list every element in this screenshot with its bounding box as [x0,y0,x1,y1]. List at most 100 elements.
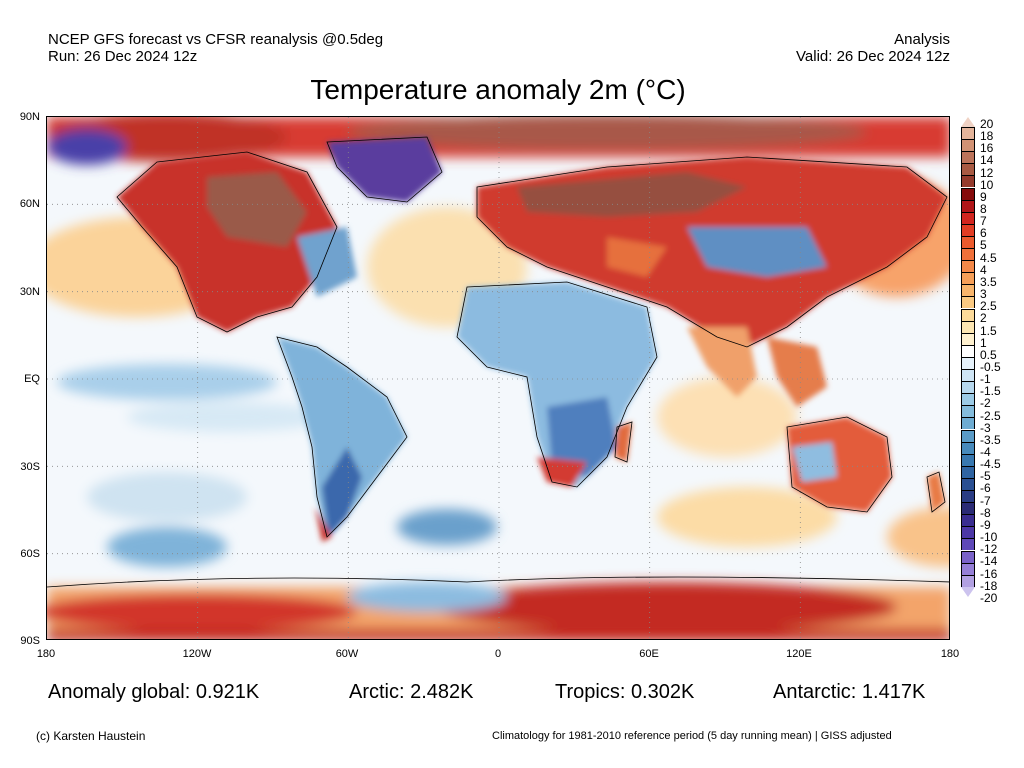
colorbar-cell [961,477,975,490]
colorbar-cell [961,417,975,430]
colorbar-label: -9 [980,517,991,532]
coastlines [47,136,949,588]
colorbar-cell [961,284,975,297]
colorbar-cell [961,393,975,406]
colorbar-cell [961,127,975,140]
colorbar-label: 20 [980,117,994,131]
lat-tick: 30N [19,286,40,298]
colorbar-label: -4.5 [980,457,1001,472]
lat-tick: 90N [19,111,40,123]
colorbar-cell [961,235,975,248]
colorbar-label: -7 [980,493,991,508]
colorbar-label: -2.5 [980,408,1001,423]
colorbar-label: 0.5 [980,347,997,362]
lon-tick: 120W [182,648,212,660]
colorbar-cell [961,514,975,527]
colorbar-cell [961,296,975,309]
colorbar-cell [961,369,975,382]
lon-tick: 0 [494,648,502,660]
colorbar-label: -20 [980,590,998,605]
stat-arctic: Arctic: 2.482K [349,681,474,703]
colorbar-cell [961,381,975,394]
lon-tick: 60E [639,648,659,660]
map-title: Temperature anomaly 2m (°C) [310,74,686,105]
colorbar-upper-arrow [961,117,975,127]
colorbar-cell [961,308,975,321]
colorbar-label: 7 [980,214,987,229]
colorbar-label: 2.5 [980,299,997,314]
colorbar-label: -8 [980,505,991,520]
colorbar-cell [961,163,975,176]
colorbar-label: 3.5 [980,274,997,289]
colorbar-label: -1.5 [980,384,1001,399]
lon-tick: 180 [36,648,56,660]
colorbar-cell [961,441,975,454]
colorbar-label: -2 [980,396,991,411]
colorbar-label: -3 [980,420,991,435]
colorbar-cell [961,538,975,551]
colorbar-cell [961,550,975,563]
colorbar-label: -3.5 [980,432,1001,447]
lat-tick: 30S [20,461,40,473]
colorbar-label: -5 [980,469,991,484]
colorbar-cell [961,356,975,369]
colorbar-cell [961,223,975,236]
colorbar-label: -1 [980,372,991,387]
colorbar-label: 5 [980,238,987,253]
colorbar-cell [961,187,975,200]
colorbar-cell [961,344,975,357]
colorbar-label: -12 [980,542,998,557]
colorbar-cell [961,502,975,515]
colorbar-cell [961,526,975,539]
colorbar-label: 4 [980,262,987,277]
colorbar-label: 12 [980,165,994,180]
lat-tick: 60N [19,198,40,210]
lat-tick: 90S [20,635,40,647]
colorbar-cell [961,139,975,152]
colorbar-cell [961,248,975,261]
colorbar-cell [961,151,975,164]
colorbar-cell [961,199,975,212]
stat-tropics: Tropics: 0.302K [555,681,695,703]
header-right: Analysis Valid: 26 Dec 2024 12z [796,31,950,65]
colorbar-label: -0.5 [980,359,1001,374]
map-canvas [47,117,949,639]
colorbar-cell [961,211,975,224]
colorbar-label: -4 [980,445,991,459]
lat-tick: EQ [24,373,40,385]
colorbar-label: 6 [980,226,987,241]
model-title: NCEP GFS forecast vs CFSR reanalysis @0.… [48,31,384,48]
colorbar-label: 8 [980,202,987,217]
colorbar-cell [961,453,975,466]
colorbar-label: 1 [980,335,987,350]
stat-global: Anomaly global: 0.921K [48,681,260,703]
colorbar-label: -14 [980,554,998,569]
lon-tick: 120E [786,648,812,660]
lon-tick: 60W [335,648,359,660]
colorbar-label: 18 [980,129,994,144]
land-anomalies [117,137,947,542]
colorbar-cell [961,320,975,333]
header-left: NCEP GFS forecast vs CFSR reanalysis @0.… [48,31,383,65]
colorbar-cell [961,429,975,442]
colorbar-label: -6 [980,481,991,496]
colorbar-label: 3 [980,287,987,302]
graticule [47,117,949,639]
colorbar-label: 1.5 [980,323,997,338]
lat-tick: 60S [20,548,40,560]
colorbar-label: 16 [980,141,994,156]
valid-time: Valid: 26 Dec 2024 12z [796,48,950,65]
colorbar-label: 10 [980,177,994,192]
colorbar-cell [961,175,975,188]
colorbar-label: 14 [980,153,994,168]
analysis-label: Analysis [894,31,950,48]
colorbar-label: -18 [980,578,998,593]
colorbar-cell [961,332,975,345]
colorbar-label: 4.5 [980,250,997,265]
colorbar-cell [961,260,975,273]
colorbar-cell [961,465,975,478]
colorbar-cell [961,562,975,575]
credit-text: (c) Karsten Haustein [36,729,146,743]
colorbar-label: -10 [980,530,998,545]
climatology-note: Climatology for 1981-2010 reference peri… [492,730,892,742]
